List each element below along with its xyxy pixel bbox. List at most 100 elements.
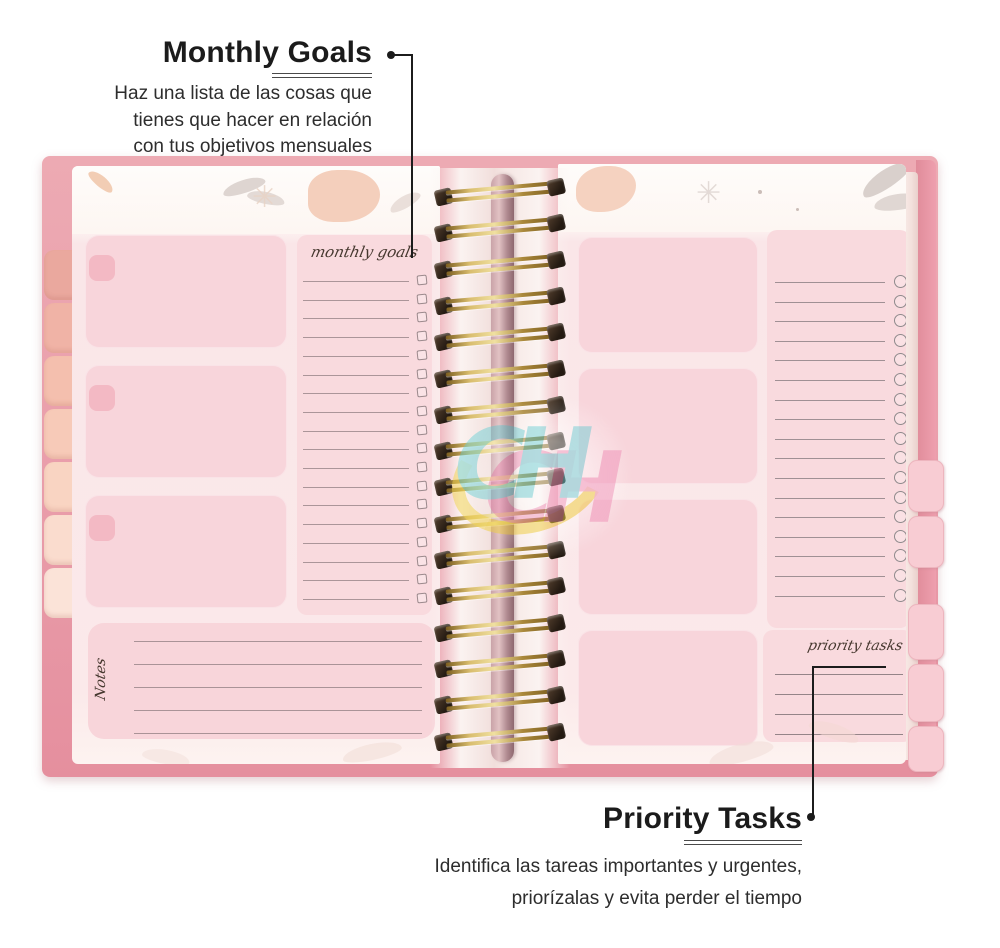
circle-bullet-icon <box>894 373 906 386</box>
binding-hole <box>546 213 567 234</box>
circle-bullet-icon <box>894 529 906 543</box>
task-line <box>775 431 906 445</box>
checkbox-icon <box>416 330 428 342</box>
spiral-binding <box>430 168 570 768</box>
description-line: Identifica las tareas importantes y urge… <box>434 856 802 877</box>
binding-hole <box>546 467 567 488</box>
left-page: ✳ monthly goals Notes <box>72 166 440 764</box>
task-line <box>775 451 906 465</box>
task-line <box>775 490 906 504</box>
description-line: con tus objetivos mensuales <box>133 136 372 157</box>
circle-bullet-icon <box>894 333 906 347</box>
priority-line <box>775 674 903 675</box>
memo-blocks-column <box>85 235 287 608</box>
notes-line <box>134 664 422 665</box>
connector-line-horizontal <box>394 54 413 56</box>
circle-bullet-icon <box>894 569 906 582</box>
task-line <box>775 588 906 602</box>
block-corner-tab <box>89 385 115 411</box>
goal-line <box>303 573 428 585</box>
goal-line <box>303 592 428 604</box>
task-line <box>775 314 906 328</box>
monthly-goals-underline <box>272 73 372 78</box>
priority-tasks-underline <box>684 840 802 845</box>
description-line: priorízalas y evita perder el tiempo <box>511 888 802 909</box>
checkbox-icon <box>416 293 428 305</box>
priority-line <box>775 714 903 715</box>
index-tab <box>908 726 944 772</box>
checkbox-icon <box>416 368 428 379</box>
circle-bullet-icon <box>894 275 906 288</box>
task-line <box>775 471 906 484</box>
dot-decoration <box>758 190 762 194</box>
priority-line <box>775 694 903 695</box>
checkbox-icon <box>416 405 428 417</box>
description-line: Haz una lista de las cosas que <box>114 83 372 104</box>
priority-tasks-script-label: priority tasks <box>806 638 905 654</box>
goal-line <box>303 480 428 492</box>
checkbox-icon <box>416 461 428 473</box>
connector-line-vertical <box>411 54 413 258</box>
connector-dot <box>387 51 395 59</box>
goal-line <box>303 386 428 398</box>
circle-bullet-icon <box>894 431 906 445</box>
notes-line <box>134 687 422 688</box>
blob-decoration <box>576 166 636 212</box>
binding-hole <box>546 249 567 270</box>
goal-line <box>303 461 428 473</box>
task-line <box>775 529 906 543</box>
circle-bullet-icon <box>894 392 906 406</box>
priority-tasks-title: Priority Tasks <box>602 802 802 835</box>
binding-rod <box>491 174 514 762</box>
goal-line <box>303 424 428 436</box>
priority-tasks-description: Identifica las tareas importantes y urge… <box>400 851 802 915</box>
goal-line <box>303 349 428 361</box>
connector-line-vertical <box>812 666 814 817</box>
block-corner-tab <box>89 255 115 281</box>
goal-line <box>303 442 428 454</box>
goal-line <box>303 311 428 323</box>
goal-line <box>303 368 428 379</box>
floral-band: ✳ <box>558 164 906 232</box>
checkbox-icon <box>416 349 428 361</box>
binding-hole <box>546 540 567 560</box>
asterisk-decoration: ✳ <box>252 181 278 214</box>
checkbox-icon <box>416 517 428 529</box>
checkbox-icon <box>416 424 428 436</box>
circle-bullet-icon <box>894 353 906 367</box>
memo-block <box>578 499 758 615</box>
goal-line <box>303 274 428 286</box>
leaf-decoration <box>141 745 191 764</box>
checkbox-icon <box>416 498 428 510</box>
circle-bullet-icon <box>894 451 906 465</box>
binding-hole <box>546 431 567 451</box>
checkbox-icon <box>416 480 428 492</box>
binding-hole <box>546 358 567 379</box>
task-line <box>775 569 906 582</box>
task-line <box>775 373 906 386</box>
task-line <box>775 333 906 347</box>
binding-hole <box>546 685 567 705</box>
binding-hole <box>546 504 567 524</box>
leaf-decoration <box>340 737 404 764</box>
asterisk-decoration: ✳ <box>696 177 722 210</box>
notes-line <box>134 733 422 734</box>
goal-line <box>303 293 428 305</box>
circle-bullet-icon <box>894 588 906 602</box>
index-tab <box>908 516 944 568</box>
connector-dot <box>807 813 815 821</box>
task-line <box>775 353 906 367</box>
leaf-decoration <box>873 190 906 214</box>
task-line <box>775 294 906 308</box>
memo-block <box>578 237 758 353</box>
goal-line <box>303 555 428 566</box>
notes-script-label: Notes <box>92 656 109 702</box>
checkbox-icon <box>416 573 428 585</box>
leaf-decoration <box>387 188 423 216</box>
description-line: tienes que hacer en relación <box>133 109 372 131</box>
circle-bullet-icon <box>894 490 906 504</box>
goal-line <box>303 517 428 529</box>
memo-block <box>578 368 758 484</box>
task-list-panel <box>767 230 906 628</box>
